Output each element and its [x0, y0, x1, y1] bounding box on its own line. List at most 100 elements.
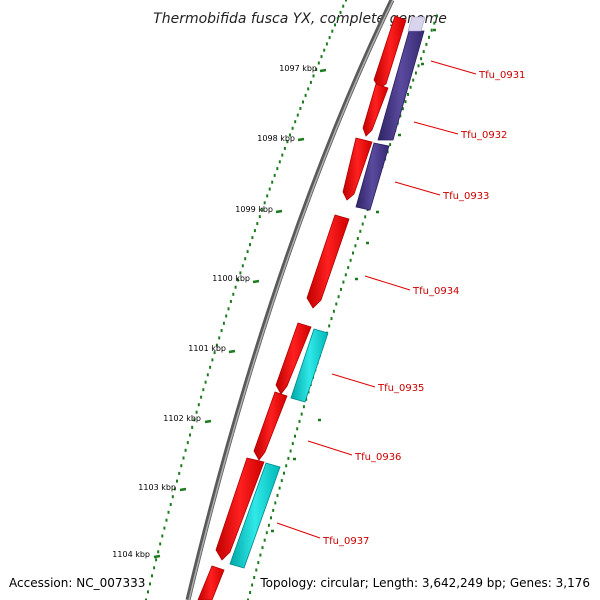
tick-dot [186, 441, 189, 445]
cds-arrow[interactable] [197, 565, 225, 600]
gene-label-tfu-0934[interactable]: Tfu_0934 [364, 275, 459, 297]
gene-label-tfu-0937[interactable]: Tfu_0937 [276, 522, 369, 547]
tick-dot [159, 542, 162, 546]
tick-dot [389, 143, 392, 147]
tick-dot [339, 10, 342, 14]
cyan-feature[interactable] [290, 328, 329, 403]
tick-dot [347, 266, 350, 270]
tick-dot [189, 433, 191, 437]
tick-dot [167, 510, 170, 514]
kbp-label: 1102 kbp [163, 414, 201, 423]
tick-dot [344, 273, 347, 277]
gene-label: Tfu_0935 [377, 383, 424, 394]
tick-dot [268, 187, 271, 191]
tick-dot [237, 278, 239, 282]
tick-dot [249, 243, 251, 247]
tick-dot [184, 448, 187, 452]
gene-label-tfu-0931[interactable]: Tfu_0931 [430, 60, 525, 81]
tick-dot [349, 258, 352, 262]
tick-dot [265, 531, 268, 535]
tick-dot [257, 561, 260, 565]
tick-dot [409, 85, 412, 89]
tick-dot [299, 107, 302, 110]
tick-dot [420, 57, 423, 61]
cds-arrow[interactable] [306, 214, 350, 309]
tick-dot [331, 29, 334, 33]
gene-label-tfu-0935[interactable]: Tfu_0935 [331, 373, 424, 394]
tick-dot [436, 14, 438, 18]
tick-dot [178, 471, 181, 475]
tick-dot [173, 487, 176, 491]
tick-dot [337, 295, 340, 299]
tick-dot [328, 36, 331, 40]
kbp-1099: 1099 kbp [235, 205, 283, 214]
cds-arrow[interactable] [362, 83, 389, 137]
tick-dot [414, 71, 417, 75]
tick-dot [153, 566, 156, 570]
gene-labels: Tfu_0931 Tfu_0932 Tfu_0933 Tfu_0934 Tfu_… [276, 60, 525, 547]
tick-dot [428, 35, 430, 39]
cds-arrow[interactable] [215, 457, 265, 561]
tick-dot [197, 403, 200, 407]
cds-arrow[interactable] [253, 391, 288, 461]
tick-dot [176, 479, 178, 483]
gene-label-tfu-0936[interactable]: Tfu_0936 [307, 440, 401, 463]
tick-dot [263, 538, 266, 542]
tick-dot [320, 55, 323, 59]
tick-dot [200, 395, 203, 399]
purple-feature-cap [407, 16, 426, 32]
accession-text: Accession: NC_007333 [9, 576, 145, 590]
tick-dot [155, 558, 158, 562]
tick-dot [276, 494, 279, 497]
feature-ticks [271, 28, 436, 533]
cyan-feature[interactable] [229, 462, 281, 569]
tick-dot [312, 74, 315, 78]
tick-dot [354, 244, 357, 248]
genome-backbone [185, 0, 395, 600]
tick-dot [191, 425, 194, 429]
tick-dot [239, 271, 242, 275]
kbp-1098: 1098 kbp [257, 134, 305, 143]
tick-dot [304, 93, 307, 97]
tick-dot [147, 590, 149, 594]
tick-dot [206, 373, 209, 377]
tick-dot [256, 222, 259, 226]
kbp-1097: 1097 kbp [279, 64, 327, 73]
tick-dot [401, 107, 404, 111]
cds-arrow[interactable] [342, 137, 373, 201]
tick-dot [352, 251, 354, 255]
tick-dot [325, 42, 328, 46]
tick-dot [267, 523, 270, 527]
tick-dot [361, 222, 364, 226]
tick-dot [204, 380, 207, 384]
tick-dot [287, 456, 290, 460]
kbp-1103: 1103 kbp [138, 483, 187, 492]
tick-dot [302, 100, 304, 104]
tick-dot [151, 574, 153, 578]
tick-dot [171, 495, 174, 499]
tick-dot [323, 48, 326, 52]
tick-dot [157, 550, 160, 554]
tick-dot [298, 419, 301, 423]
tick-dot [286, 140, 289, 144]
tick-dot [345, 0, 347, 2]
tick-dot [422, 50, 425, 54]
purple-feature[interactable] [355, 142, 390, 211]
topology-text: Topology: circular; Length: 3,642,249 bp… [259, 576, 590, 590]
tick-dot [225, 314, 228, 318]
gene-label-tfu-0932[interactable]: Tfu_0932 [413, 121, 507, 141]
tick-dot [291, 126, 294, 130]
gene-label-tfu-0933[interactable]: Tfu_0933 [394, 181, 489, 202]
tick-dot [430, 28, 433, 32]
tick-dot [251, 583, 254, 587]
gene-label: Tfu_0933 [442, 191, 489, 202]
tick-dot [247, 598, 249, 600]
tick-dot [317, 61, 320, 65]
tick-dot [276, 167, 279, 171]
cds-arrow[interactable] [275, 322, 312, 395]
tick-dot [165, 518, 168, 522]
tick-dot [356, 237, 359, 240]
tick-dot [342, 4, 345, 8]
tick-dot [364, 215, 367, 219]
